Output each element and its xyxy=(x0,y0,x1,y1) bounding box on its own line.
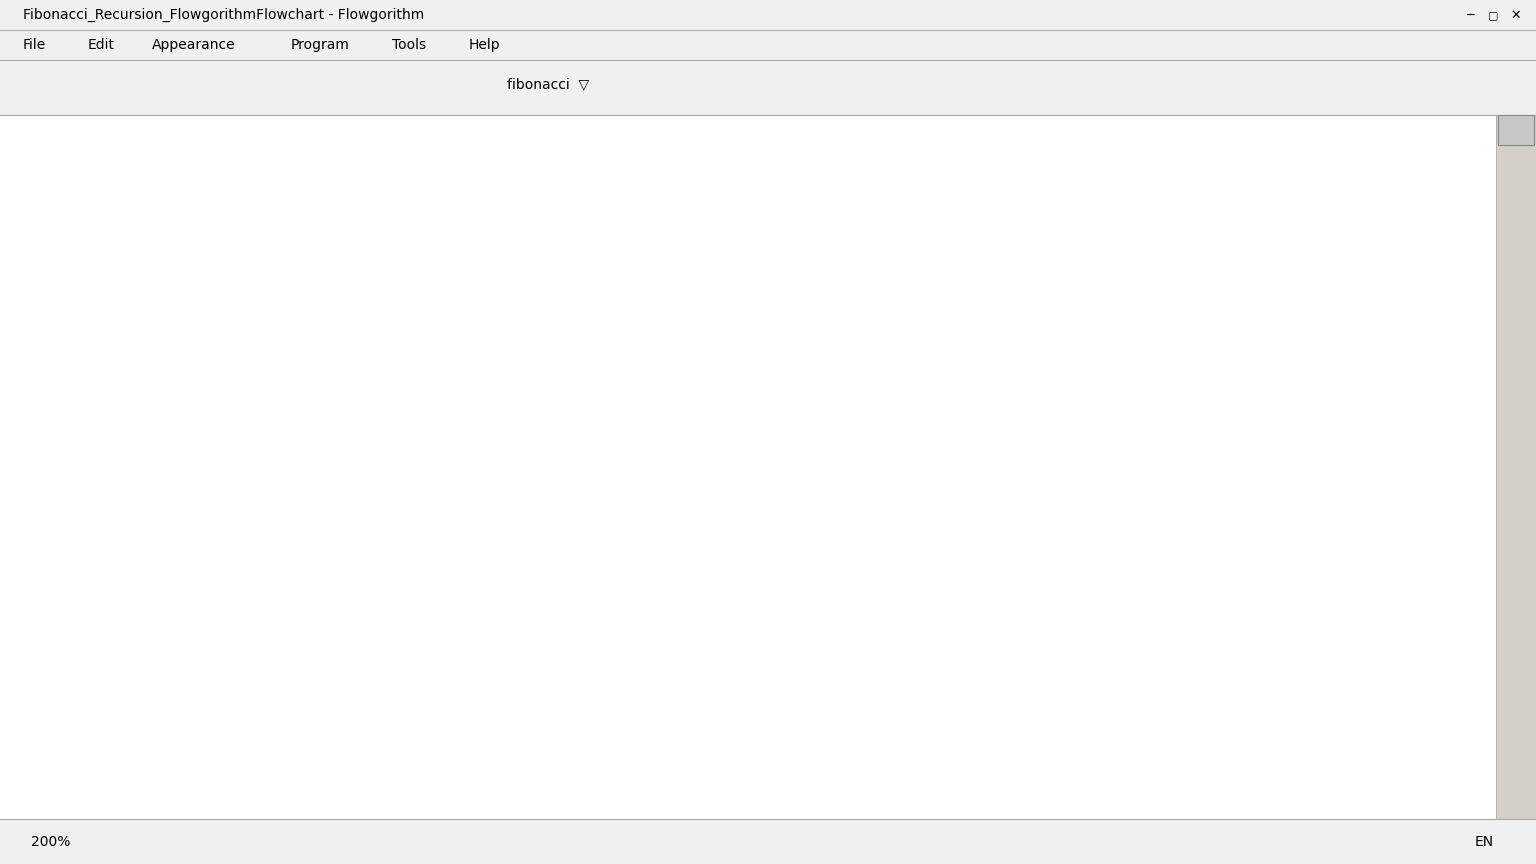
Text: fibonacci  ▽: fibonacci ▽ xyxy=(507,78,588,92)
Text: Help: Help xyxy=(468,38,501,52)
Text: ✕: ✕ xyxy=(1511,9,1521,22)
Text: fibonacci() recursive
function
www.TestingDocs.com: fibonacci() recursive function www.Testi… xyxy=(551,257,705,312)
Bar xyxy=(300,527,418,577)
Bar xyxy=(359,460,492,511)
Text: Program: Program xyxy=(290,38,349,52)
Bar xyxy=(450,347,564,379)
Ellipse shape xyxy=(409,627,605,677)
Text: Appearance: Appearance xyxy=(152,38,235,52)
Bar xyxy=(544,245,714,323)
Text: Fibonacci_Recursion_FlowgorithmFlowchart - Flowgorithm: Fibonacci_Recursion_FlowgorithmFlowchart… xyxy=(23,8,424,22)
Bar xyxy=(519,520,710,585)
Text: Base cases: Base cases xyxy=(387,478,464,492)
Text: Edit: Edit xyxy=(88,38,115,52)
Text: Return Integer result: Return Integer result xyxy=(421,643,593,661)
Text: Recursive cases: Recursive cases xyxy=(645,478,756,492)
Text: n > 2: n > 2 xyxy=(484,416,530,434)
Text: result = n: result = n xyxy=(318,543,399,561)
Polygon shape xyxy=(442,378,571,472)
Text: result = fibonacci(n-1) +
fibonacci(n-2): result = fibonacci(n-1) + fibonacci(n-2) xyxy=(511,530,717,574)
Text: EN: EN xyxy=(1475,835,1493,848)
Bar xyxy=(445,343,568,383)
Text: ─: ─ xyxy=(1467,9,1473,22)
Text: ▢: ▢ xyxy=(1488,10,1498,20)
Text: 200%: 200% xyxy=(31,835,71,848)
Text: Tools: Tools xyxy=(392,38,425,52)
Ellipse shape xyxy=(432,200,582,244)
Text: False: False xyxy=(399,402,441,420)
Text: True: True xyxy=(576,402,611,420)
Circle shape xyxy=(496,594,518,616)
Bar xyxy=(616,460,786,511)
Text: Integer result: Integer result xyxy=(452,354,564,372)
Text: File: File xyxy=(23,38,46,52)
